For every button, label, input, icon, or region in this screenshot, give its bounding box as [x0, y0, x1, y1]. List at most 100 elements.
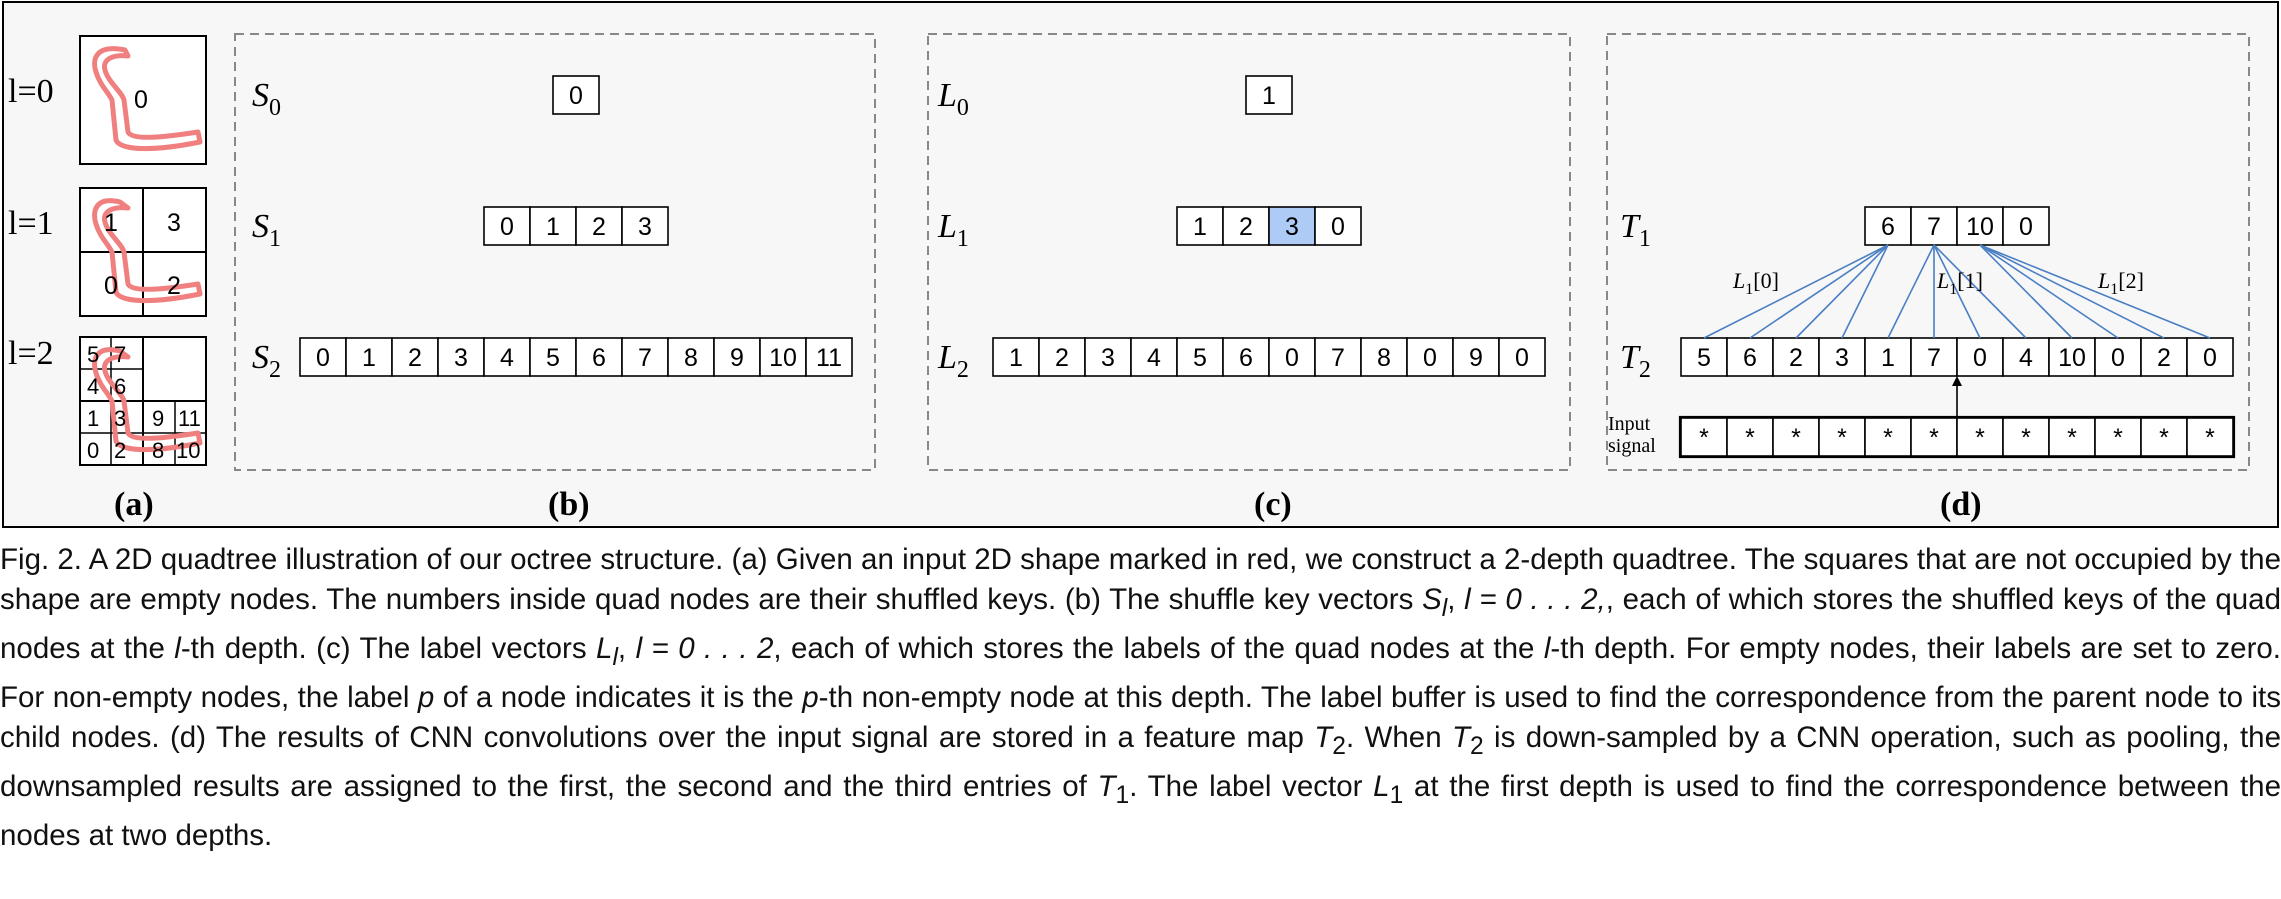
label-vector-l2-value-6: 0 — [1285, 344, 1299, 372]
label-vector-l2-value-3: 4 — [1147, 344, 1161, 372]
feature-map-t2-value-11: 0 — [2203, 344, 2217, 372]
input-signal-cell-11 — [2186, 417, 2234, 457]
caption-sym-T-a: T — [1314, 720, 1333, 754]
caption-sub-2-b: 2 — [1470, 732, 1484, 760]
shuffle-vector-s1-label-name: S — [252, 208, 269, 245]
shuffle-vector-s0-cell-0 — [552, 75, 600, 115]
caption-text-2: , — [1447, 583, 1465, 616]
label-vector-l2-label: L2 — [937, 339, 969, 383]
edge-label-1-sub: 1 — [1949, 281, 1957, 298]
label-vector-l2-cell-0 — [992, 337, 1040, 377]
caption-sym-L-b: L — [1373, 769, 1390, 803]
feature-map-t1-value-2: 10 — [1966, 213, 1994, 241]
shuffle-vector-s2-cell-8 — [667, 337, 715, 377]
panel-label-c: (c) — [1254, 486, 1292, 523]
quad-key-l2-9: 2 — [114, 438, 126, 463]
feature-map-t2-value-3: 3 — [1835, 344, 1849, 372]
shuffle-vector-s2-value-9: 9 — [730, 344, 744, 372]
input-signal-label-line1: Input — [1608, 413, 1651, 435]
caption-text-4: -th depth. (c) The label vectors — [180, 631, 597, 665]
quad-key-l2-4: 1 — [87, 406, 99, 431]
label-vector-l1-cell-3 — [1314, 206, 1362, 246]
caption-sym-p-b: p — [802, 680, 819, 714]
feature-map-t1-cell-1 — [1910, 206, 1958, 246]
feature-map-t2-label-name: T — [1620, 339, 1641, 376]
parent-child-edge-2-2 — [1979, 244, 2165, 339]
shuffle-vector-s2-value-3: 3 — [454, 344, 468, 372]
feature-map-t1-label-name: T — [1620, 208, 1641, 245]
feature-map-t1-label-sub: 1 — [1639, 226, 1651, 252]
input-signal-value-11: * — [2205, 424, 2215, 452]
caption-sym-p-a: p — [417, 680, 435, 714]
caption-sym-l-a: l — [174, 631, 181, 665]
feature-map-t2-cell-0 — [1680, 337, 1728, 377]
feature-map-t2-cell-2 — [1772, 337, 1820, 377]
shuffle-vector-s1-value-2: 2 — [592, 213, 606, 241]
parent-child-edge-2-1 — [1979, 244, 2119, 339]
shuffle-vector-s2-cell-2 — [391, 337, 439, 377]
quad-key-l2-8: 0 — [87, 438, 99, 463]
caption-sym-T-c: T — [1097, 769, 1116, 803]
label-vector-l2-value-9: 0 — [1423, 344, 1437, 372]
shuffle-vector-s2-value-5: 5 — [546, 344, 560, 372]
parent-child-edge-1-2 — [1933, 244, 1981, 339]
shuffle-vector-s2-value-8: 8 — [684, 344, 698, 372]
shuffle-vector-s2-label: S2 — [252, 339, 281, 383]
quad-key-l2-10: 8 — [152, 438, 164, 463]
caption-sym-l-sub: l — [1441, 594, 1448, 622]
feature-map-t2-cell-9 — [2094, 337, 2142, 377]
caption-text-5: , — [617, 631, 636, 665]
feature-map-t2-cell-6 — [1956, 337, 2004, 377]
shuffle-vector-s2-label-sub: 2 — [269, 357, 281, 383]
caption-text-10: . When — [1345, 720, 1452, 754]
caption-text-3: , each of which stores the shuffled keys… — [0, 583, 2281, 665]
shuffle-vector-s1-value-0: 0 — [500, 213, 514, 241]
label-vector-l0-cell-0 — [1245, 75, 1293, 115]
input-signal-value-0: * — [1699, 424, 1709, 452]
feature-map-t2-value-7: 4 — [2019, 344, 2033, 372]
shuffle-vector-s2-value-6: 6 — [592, 344, 606, 372]
quad-keys-l2: 5 74 61 3 9 11 0 2 8 10 — [87, 342, 201, 463]
parent-child-edge-0-2 — [1795, 244, 1889, 339]
input-signal-value-1: * — [1745, 424, 1755, 452]
quad-key-l2-0: 5 — [87, 342, 99, 367]
quad-key-l1-0: 1 — [104, 209, 118, 237]
caption-text-11: is down-sampled by a CNN operation, such… — [0, 720, 2281, 803]
shuffle-vector-s2-cell-4 — [483, 337, 531, 377]
edge-label-0-sub: 1 — [1745, 281, 1753, 298]
shuffle-vector-s0-label-sub: 0 — [269, 95, 281, 121]
edge-label-2-sub: 1 — [2110, 281, 2118, 298]
feature-map-t2-value-6: 0 — [1973, 344, 1987, 372]
caption-fig-label: Fig. 2. — [0, 543, 82, 576]
input-signal-value-8: * — [2067, 424, 2077, 452]
shape-curve-l1 — [92, 198, 203, 303]
edge-label-0: L1[0] — [1732, 268, 1779, 298]
label-vector-l1-label-name: L — [937, 208, 957, 245]
shuffle-vector-s2-value-0: 0 — [316, 344, 330, 372]
label-vector-l2-value-10: 9 — [1469, 344, 1483, 372]
caption-text-12: . The label vector — [1129, 769, 1374, 803]
shuffle-vector-s2-cell-11 — [805, 337, 853, 377]
feature-map-t2-label-sub: 2 — [1639, 357, 1651, 383]
label-vector-l2-cell-6 — [1268, 337, 1316, 377]
label-vector-l2-cell-11 — [1498, 337, 1546, 377]
parent-child-edge-2-0 — [1979, 244, 2073, 339]
level-label-1: l=1 — [8, 205, 54, 242]
panel-d-frame — [1606, 33, 2250, 471]
caption-l-range-2: l = 0 . . . 2 — [635, 631, 774, 665]
label-vector-l2-value-8: 8 — [1377, 344, 1391, 372]
shuffle-vector-s2-cell-5 — [529, 337, 577, 377]
input-signal-value-10: * — [2159, 424, 2169, 452]
input-signal-cell-0 — [1680, 417, 1728, 457]
quad-key-l2-11: 10 — [176, 438, 200, 463]
shuffle-vector-s2-cell-3 — [437, 337, 485, 377]
shuffle-vector-s2-value-11: 11 — [816, 344, 842, 372]
label-vector-l0-label-name: L — [937, 77, 957, 114]
caption-text-13: at the first depth is used to find the c… — [0, 769, 2281, 852]
quad-key-l2-5: 3 — [114, 406, 126, 431]
feature-map-t2-value-9: 0 — [2111, 344, 2125, 372]
label-vector-l0-value-0: 1 — [1262, 82, 1276, 110]
input-signal-cell-1 — [1726, 417, 1774, 457]
shuffle-vector-s2-cell-6 — [575, 337, 623, 377]
caption-sub-1-b: 1 — [1389, 781, 1404, 809]
